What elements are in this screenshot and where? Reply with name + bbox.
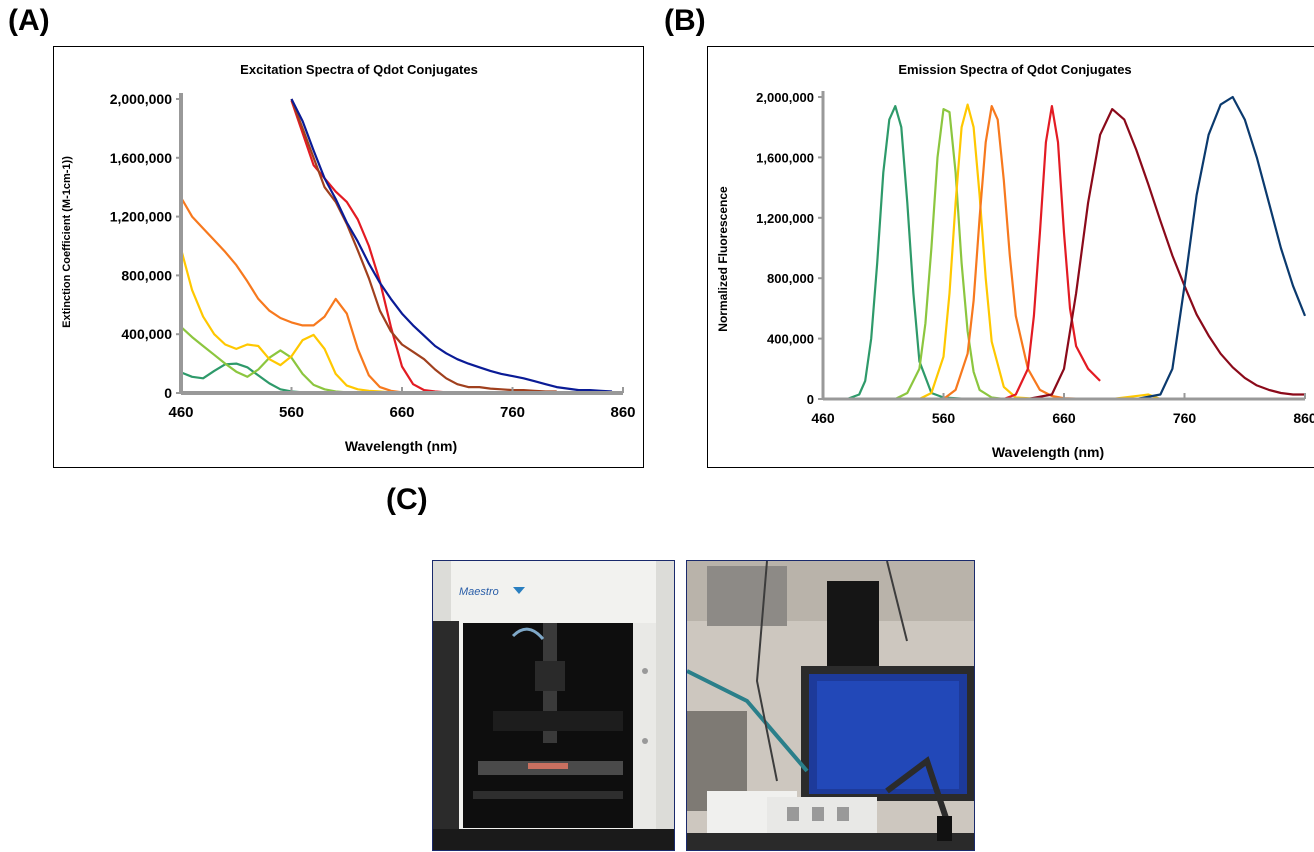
lab-setup-illustration [687,561,974,850]
x-axis-label: Wavelength (nm) [345,438,457,454]
series-line-2 [823,108,1040,401]
y-tick-label: 0 [807,392,814,407]
photo-imaging-cabinet: Maestro [432,560,675,851]
x-axis-label: Wavelength (nm) [992,444,1104,460]
y-tick-label: 2,000,000 [756,90,814,105]
y-tick-label: 400,000 [767,332,814,347]
panel-label-c: (C) [386,483,428,516]
series-line-6 [823,108,1305,401]
series-line-5 [823,105,1101,401]
series-line-3 [823,103,1161,401]
x-tick-label: 860 [1293,410,1314,426]
y-tick-label: 0 [164,385,172,401]
panel-label-b: (B) [664,4,706,37]
y-axis-label: Normalized Fluorescence [716,186,730,332]
y-tick-label: 1,200,000 [756,211,814,226]
x-tick-label: 460 [168,404,193,421]
x-tick-label: 660 [1052,410,1076,426]
y-tick-label: 800,000 [767,271,814,286]
y-tick-label: 400,000 [121,326,172,342]
y-axis-label: Extinction Coefficient (M-1cm-1)) [61,156,73,328]
photo-lab-setup [686,560,975,851]
chart-title: Excitation Spectra of Qdot Conjugates [240,62,478,77]
x-tick-label: 760 [1173,410,1197,426]
chart-title: Emission Spectra of Qdot Conjugates [898,62,1131,77]
maestro-logo-mark [513,587,525,594]
x-tick-label: 560 [279,404,304,421]
series-line-7 [823,95,1307,401]
x-tick-label: 460 [811,410,835,426]
series-line-2 [180,326,369,395]
excitation-chart-frame: Excitation Spectra of Qdot Conjugates Ex… [53,46,644,468]
emission-series-group [823,95,1307,401]
excitation-series-group [179,98,613,395]
emission-axes: 0 400,000 800,000 1,200,000 1,600,000 2,000,0… [756,90,1314,426]
x-tick-label: 860 [610,404,635,421]
emission-chart-frame: Emission Spectra of Qdot Conjugates Norm… [707,46,1314,468]
imaging-cabinet-illustration: Maestro [433,561,674,850]
y-tick-label: 1,600,000 [756,150,814,165]
y-tick-label: 2,000,000 [110,91,172,107]
y-tick-label: 1,600,000 [110,150,172,166]
y-tick-label: 1,200,000 [110,209,172,225]
panel-label-a: (A) [8,4,50,37]
excitation-chart: Excitation Spectra of Qdot Conjugates Ex… [61,62,636,454]
series-line-6 [290,98,557,393]
series-line-7 [290,98,613,393]
series-line-4 [823,105,1089,401]
maestro-logo: Maestro [459,586,499,598]
x-tick-label: 660 [389,404,414,421]
emission-chart: Emission Spectra of Qdot Conjugates Norm… [716,62,1314,460]
x-tick-label: 760 [500,404,525,421]
series-line-1 [180,362,358,395]
series-line-5 [290,100,447,394]
x-tick-label: 560 [932,410,956,426]
series-line-4 [180,196,425,395]
excitation-axes: 0 400,000 800,000 1,200,000 1,600,000 2,000,0… [110,91,636,421]
series-line-3 [179,248,403,395]
y-tick-label: 800,000 [121,267,172,283]
